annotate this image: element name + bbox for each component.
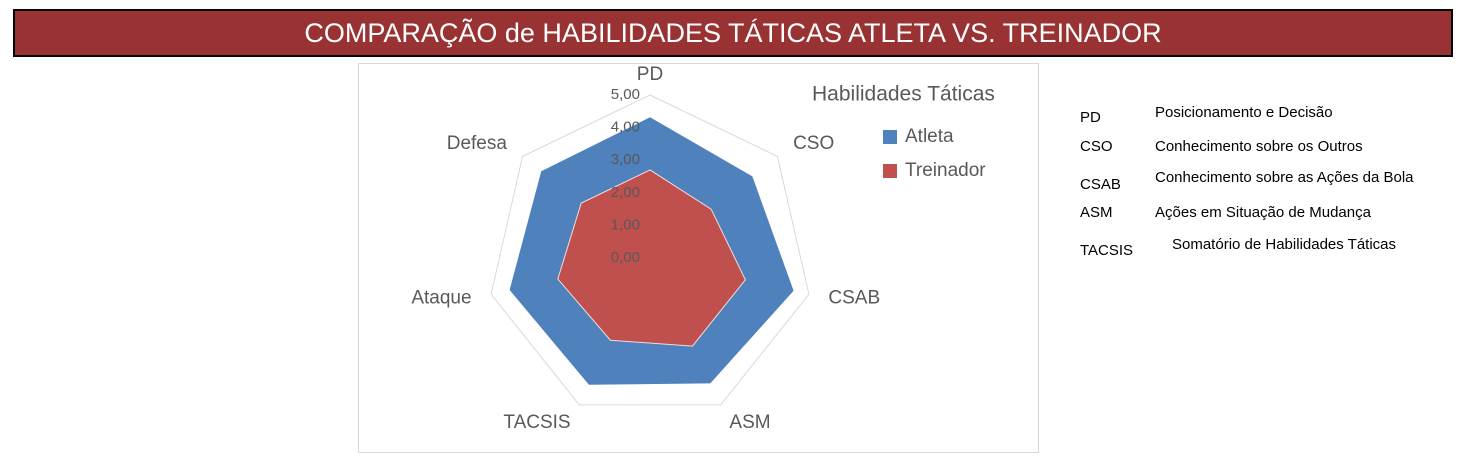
glossary-abbr: TACSIS [1080, 242, 1133, 259]
axis-label: PD [637, 64, 663, 85]
glossary-abbr: PD [1080, 109, 1101, 126]
glossary-text: Conhecimento sobre as Ações da Bola [1155, 169, 1414, 186]
tick-label: 3,00 [611, 151, 640, 168]
tick-label: 5,00 [611, 86, 640, 103]
axis-label: ASM [729, 412, 770, 433]
glossary-text: Somatório de Habilidades Táticas [1172, 236, 1396, 253]
axis-label: CSAB [828, 288, 880, 309]
series-area [557, 169, 746, 347]
legend-swatch [883, 164, 897, 178]
legend-swatch [883, 130, 897, 144]
chart-title: Habilidades Táticas [812, 83, 995, 106]
banner [13, 9, 1453, 57]
glossary-abbr: ASM [1080, 204, 1113, 221]
glossary-text: Conhecimento sobre os Outros [1155, 138, 1363, 155]
banner-title: COMPARAÇÃO de HABILIDADES TÁTICAS ATLETA… [304, 17, 1161, 48]
axis-label: CSO [793, 133, 834, 154]
legend-label: Treinador [905, 160, 986, 181]
axis-label: Defesa [447, 133, 508, 154]
glossary-text: Posicionamento e Decisão [1155, 104, 1333, 121]
legend-label: Atleta [905, 126, 954, 147]
tick-label: 1,00 [611, 216, 640, 233]
axis-label: Ataque [411, 288, 471, 309]
glossary-abbr: CSAB [1080, 176, 1121, 193]
tick-label: 4,00 [611, 119, 640, 136]
axis-label: TACSIS [503, 412, 570, 433]
tick-label: 2,00 [611, 184, 640, 201]
grid-ring [490, 94, 810, 406]
glossary-abbr: CSO [1080, 138, 1113, 155]
glossary-text: Ações em Situação de Mudança [1155, 204, 1372, 221]
tick-label: 0,00 [611, 249, 640, 266]
